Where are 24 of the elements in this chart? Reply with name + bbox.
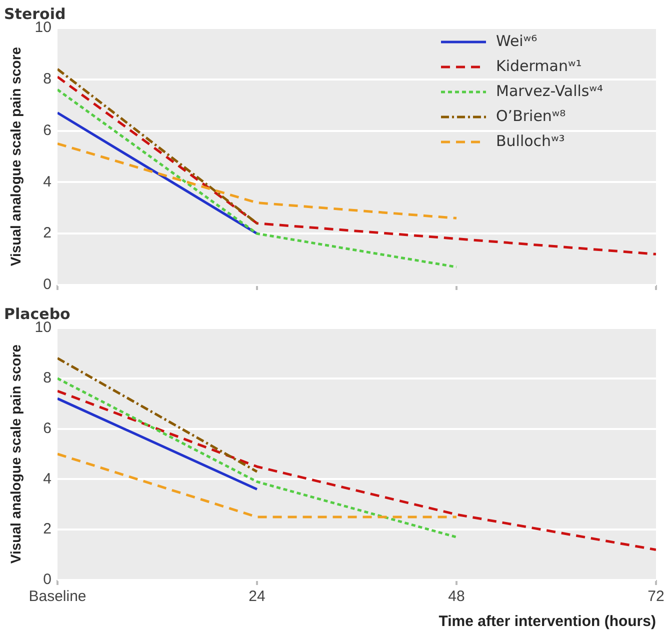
legend-label: Bullochʷ³ — [496, 132, 565, 150]
x-tick-label: 72 — [648, 588, 664, 606]
y-tick-label: 8 — [43, 70, 52, 88]
x-tick-label: Baseline — [28, 588, 86, 606]
y-tick-label: 2 — [43, 224, 52, 242]
line-series — [57, 76, 656, 256]
y-tick-label: 2 — [43, 520, 52, 538]
legend-label: Weiʷ⁶ — [496, 32, 538, 50]
x-axis-title: Time after intervention (hours) — [438, 613, 656, 630]
x-tick-label: 24 — [248, 588, 266, 606]
y-tick-label: 8 — [43, 370, 52, 387]
y-tick-label: 4 — [43, 470, 52, 488]
legend-label: Kidermanʷ¹ — [496, 56, 582, 75]
y-axis-title: Visual analogue scale pain score — [7, 344, 24, 564]
legend-label: Marvez-Vallsʷ⁴ — [496, 82, 603, 100]
x-tick-label: 48 — [448, 588, 465, 606]
y-tick-label: 0 — [43, 276, 52, 294]
y-tick-label: 6 — [43, 122, 52, 139]
y-tick-label: 6 — [43, 420, 52, 437]
line-series — [57, 390, 656, 552]
y-tick-label: 4 — [43, 173, 52, 190]
y-axis-title: Visual analogue scale pain score — [7, 46, 24, 266]
y-tick-label: 0 — [43, 571, 52, 588]
legend-label: O’Brienʷ⁸ — [496, 106, 566, 125]
